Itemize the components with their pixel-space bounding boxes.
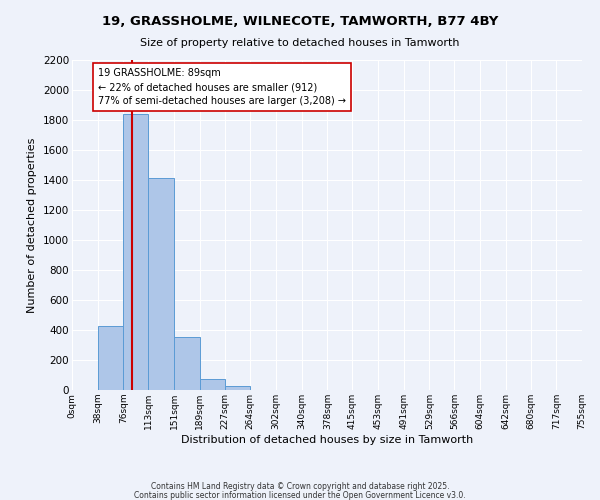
Bar	[226, 386, 250, 390]
Bar	[200, 379, 226, 390]
Text: 19, GRASSHOLME, WILNECOTE, TAMWORTH, B77 4BY: 19, GRASSHOLME, WILNECOTE, TAMWORTH, B77…	[102, 15, 498, 28]
Bar	[98, 326, 124, 390]
Y-axis label: Number of detached properties: Number of detached properties	[28, 138, 37, 312]
Bar	[174, 337, 200, 390]
Text: Size of property relative to detached houses in Tamworth: Size of property relative to detached ho…	[140, 38, 460, 48]
Text: Contains public sector information licensed under the Open Government Licence v3: Contains public sector information licen…	[134, 490, 466, 500]
Bar	[148, 178, 174, 390]
Bar	[124, 114, 148, 390]
Text: Contains HM Land Registry data © Crown copyright and database right 2025.: Contains HM Land Registry data © Crown c…	[151, 482, 449, 491]
X-axis label: Distribution of detached houses by size in Tamworth: Distribution of detached houses by size …	[181, 434, 473, 444]
Text: 19 GRASSHOLME: 89sqm
← 22% of detached houses are smaller (912)
77% of semi-deta: 19 GRASSHOLME: 89sqm ← 22% of detached h…	[98, 68, 346, 106]
